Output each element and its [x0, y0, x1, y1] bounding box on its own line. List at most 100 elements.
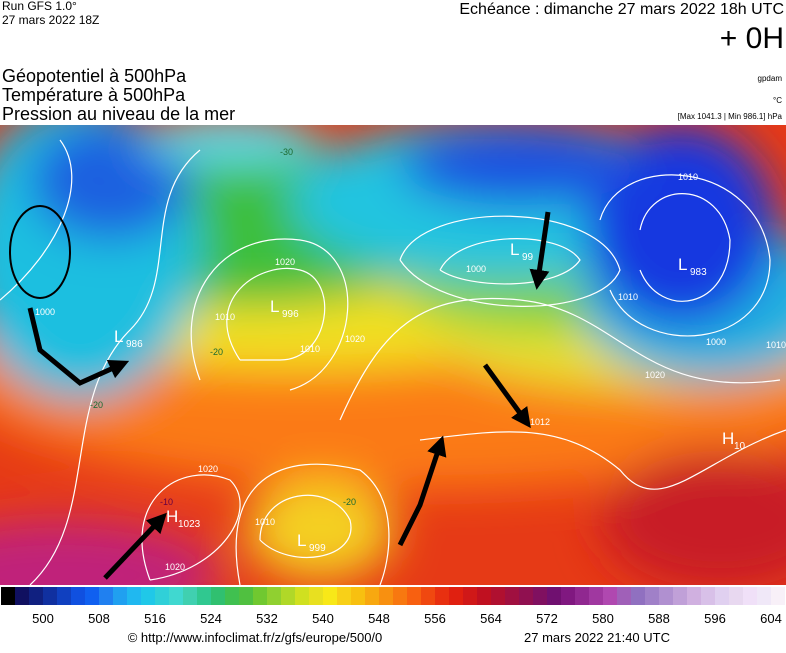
- isobar-label: 1010: [766, 340, 786, 350]
- colorbar-cell: [15, 587, 29, 605]
- colorbar-tick-label: 580: [592, 611, 614, 626]
- colorbar-cell: [729, 587, 743, 605]
- isobar-label: 1020: [275, 257, 295, 267]
- center-value: 986: [126, 339, 143, 350]
- run-date: 27 mars 2022 18Z: [2, 13, 99, 27]
- colorbar-cell: [575, 587, 589, 605]
- colorbar-cell: [701, 587, 715, 605]
- colorbar-cell: [589, 587, 603, 605]
- isobar-label: 1012: [530, 417, 550, 427]
- center-value: 1023: [178, 519, 201, 530]
- colorbar-cell: [631, 587, 645, 605]
- colorbar-cell: [57, 587, 71, 605]
- colorbar-cell: [645, 587, 659, 605]
- colorbar-cell: [757, 587, 771, 605]
- center-value: 99: [522, 252, 534, 263]
- colorbar-cell: [141, 587, 155, 605]
- temperature-label: -20: [343, 497, 356, 507]
- colorbar-cell: [743, 587, 757, 605]
- colorbar-cell: [715, 587, 729, 605]
- isobar-label: 1020: [645, 370, 665, 380]
- colorbar-cell: [295, 587, 309, 605]
- colorbar-cell: [169, 587, 183, 605]
- colorbar-cell: [491, 587, 505, 605]
- colorbar-cell: [407, 587, 421, 605]
- colorbar-tick-label: 556: [424, 611, 446, 626]
- colorbar-cell: [155, 587, 169, 605]
- colorbar-cell: [687, 587, 701, 605]
- temperature-label: -20: [210, 347, 223, 357]
- colorbar-cell: [547, 587, 561, 605]
- center-letter: L: [510, 240, 519, 259]
- colorbar-cell: [603, 587, 617, 605]
- center-value: 996: [282, 309, 299, 320]
- colorbar-cell: [617, 587, 631, 605]
- colorbar-cell: [281, 587, 295, 605]
- colorbar-cell: [225, 587, 239, 605]
- colorbar-tick-label: 572: [536, 611, 558, 626]
- colorbar-cell: [99, 587, 113, 605]
- colorbar-cell: [211, 587, 225, 605]
- colorbar-tick-label: 548: [368, 611, 390, 626]
- timestamp: 27 mars 2022 21:40 UTC: [524, 630, 670, 645]
- title: Température à 500hPa: [2, 85, 186, 105]
- colorbar: 500 508 516 524 532 540 548 556 564 572 580 588 596 6…: [1, 587, 785, 626]
- colorbar-cell: [253, 587, 267, 605]
- center-letter: L: [114, 327, 123, 346]
- isobar-label: 1000: [35, 307, 55, 317]
- colorbar-cell: [1, 587, 15, 605]
- center-letter: L: [297, 531, 306, 550]
- colorbar-cell: [309, 587, 323, 605]
- colorbar-cell: [533, 587, 547, 605]
- isobar-label: 1010: [300, 344, 320, 354]
- colorbar-cell: [183, 587, 197, 605]
- isobar-label: 1020: [345, 334, 365, 344]
- colorbar-cell: [365, 587, 379, 605]
- colorbar-tick-label: 516: [144, 611, 166, 626]
- colorbar-cell: [659, 587, 673, 605]
- colorbar-tick-label: 588: [648, 611, 670, 626]
- colorbar-tick-label: 596: [704, 611, 726, 626]
- echeance: Echéance : dimanche 27 mars 2022 18h UTC: [459, 1, 784, 18]
- temperature-label: -20: [90, 400, 103, 410]
- colorbar-cell: [239, 587, 253, 605]
- unit: gpdam: [758, 74, 783, 83]
- colorbar-tick-label: 508: [88, 611, 110, 626]
- isobar-label: 1010: [678, 172, 698, 182]
- colorbar-tick-label: 604: [760, 611, 782, 626]
- isobar-label: 1010: [618, 292, 638, 302]
- source: © http://www.infoclimat.fr/z/gfs/europe/…: [128, 630, 383, 645]
- colorbar-cell: [771, 587, 785, 605]
- center-value: 999: [309, 543, 326, 554]
- colorbar-cell: [85, 587, 99, 605]
- colorbar-cell: [477, 587, 491, 605]
- center-value: 10: [734, 441, 746, 452]
- center-letter: H: [722, 429, 734, 448]
- minmax: [Max 1041.3 | Min 986.1] hPa: [678, 112, 783, 121]
- center-value: 983: [690, 267, 707, 278]
- title: Pression au niveau de la mer: [2, 104, 235, 124]
- center-letter: L: [270, 297, 279, 316]
- colorbar-tick-label: 500: [32, 611, 54, 626]
- colorbar-cell: [267, 587, 281, 605]
- colorbar-cell: [519, 587, 533, 605]
- colorbar-cell: [337, 587, 351, 605]
- colorbar-tick-label: 564: [480, 611, 502, 626]
- isobar-label: 1020: [198, 464, 218, 474]
- colorbar-cell: [127, 587, 141, 605]
- offset: + 0H: [720, 22, 784, 55]
- colorbar-cell: [323, 587, 337, 605]
- run-label: Run GFS 1.0°: [2, 0, 77, 13]
- colorbar-cell: [197, 587, 211, 605]
- title: Géopotentiel à 500hPa: [2, 66, 187, 86]
- isobars: [0, 139, 786, 585]
- colorbar-cell: [379, 587, 393, 605]
- colorbar-cell: [113, 587, 127, 605]
- colorbar-cell: [29, 587, 43, 605]
- colorbar-cell: [449, 587, 463, 605]
- colorbar-cell: [435, 587, 449, 605]
- arrows: [27, 211, 551, 580]
- colorbar-tick-label: 532: [256, 611, 278, 626]
